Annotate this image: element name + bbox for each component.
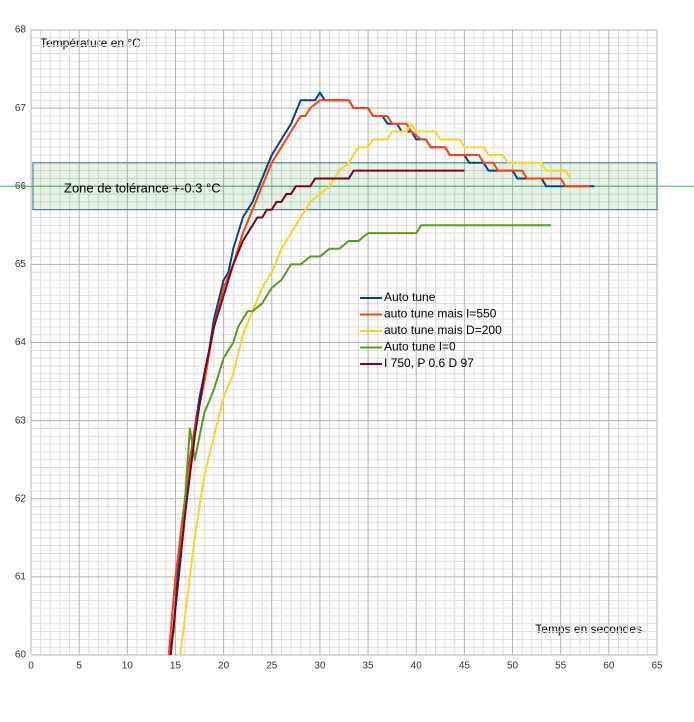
x-tick-label: 55 <box>555 661 567 672</box>
x-tick-label: 5 <box>76 661 82 672</box>
x-tick-label: 30 <box>314 661 326 672</box>
x-tick-label: 15 <box>170 661 182 672</box>
legend-label: Auto tune <box>384 290 436 304</box>
series-line <box>179 122 572 656</box>
x-tick-label: 20 <box>218 661 230 672</box>
x-tick-label: 65 <box>651 661 663 672</box>
x-tick-label: 40 <box>411 661 423 672</box>
legend-label: auto tune mais D=200 <box>384 323 502 337</box>
series-line <box>167 99 590 656</box>
x-tick-label: 45 <box>459 661 471 672</box>
x-tick-label: 60 <box>603 661 615 672</box>
x-tick-label: 35 <box>363 661 375 672</box>
x-axis-label: Temps en secondes <box>535 622 642 636</box>
series-line <box>169 169 465 656</box>
y-tick-label: 67 <box>15 103 27 114</box>
y-tick-label: 60 <box>15 650 27 661</box>
tolerance-label: Zone de tolérance +-0.3 °C <box>64 181 221 196</box>
y-axis-label: Température en °C <box>40 36 141 50</box>
y-tick-label: 61 <box>15 572 27 583</box>
y-tick-label: 68 <box>15 25 27 36</box>
series-line <box>169 224 552 656</box>
legend-label: auto tune mais I=550 <box>384 307 497 321</box>
legend-label: I 750, P 0.6 D 97 <box>384 356 474 370</box>
x-tick-label: 50 <box>507 661 519 672</box>
x-tick-label: 0 <box>28 661 34 672</box>
x-tick-label: 25 <box>266 661 278 672</box>
x-tick-label: 10 <box>122 661 134 672</box>
y-tick-label: 63 <box>15 415 27 426</box>
y-tick-label: 64 <box>15 337 27 348</box>
y-tick-label: 62 <box>15 493 27 504</box>
legend-label: Auto tune I=0 <box>384 340 456 354</box>
y-tick-label: 65 <box>15 259 27 270</box>
